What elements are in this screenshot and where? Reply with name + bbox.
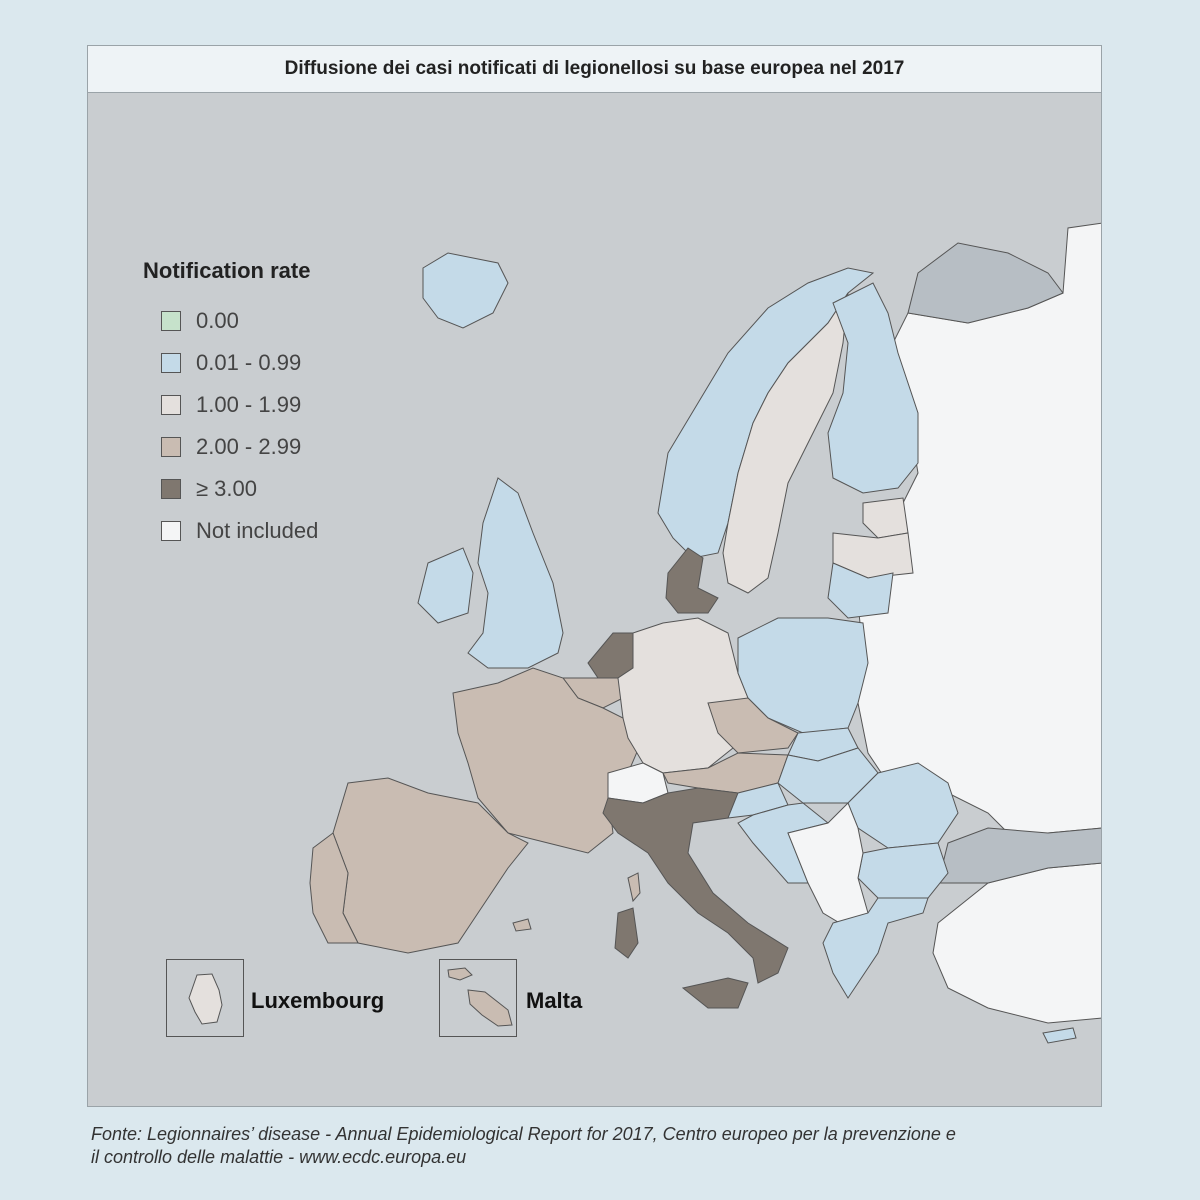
- sicily: [681, 977, 749, 1009]
- legend-swatch: [161, 353, 181, 373]
- legend-swatch: [161, 311, 181, 331]
- legend-label: 1.00 - 1.99: [196, 392, 302, 417]
- united-kingdom: [467, 477, 564, 669]
- source-line-2: il controllo delle malattie - www.ecdc.e…: [91, 1147, 467, 1167]
- legend-swatch: [161, 437, 181, 457]
- legend-item: Not included: [143, 510, 318, 552]
- malta-shape: [467, 989, 513, 1027]
- denmark: [665, 547, 719, 614]
- legend-label: Not included: [196, 518, 319, 543]
- malta-label: Malta: [526, 988, 583, 1013]
- lithuania: [827, 562, 894, 619]
- legend-swatch: [161, 479, 181, 499]
- malta-inset: [439, 959, 517, 1037]
- portugal: [309, 832, 359, 944]
- poland: [737, 617, 869, 734]
- legend-label: 0.00: [196, 308, 239, 333]
- bulgaria: [857, 842, 949, 899]
- legend-label: 0.01 - 0.99: [196, 350, 302, 375]
- legend-item: ≥ 3.00: [143, 468, 318, 510]
- legend-title: Notification rate: [143, 258, 311, 283]
- black-sea-region: [937, 827, 1101, 884]
- greece: [822, 897, 929, 999]
- legend-item: 0.00: [143, 300, 318, 342]
- cyprus: [1042, 1027, 1077, 1044]
- source-note: Fonte: Legionnaires’ disease - Annual Ep…: [91, 1123, 1121, 1169]
- netherlands: [587, 632, 634, 679]
- luxembourg-shape: [188, 973, 223, 1025]
- finland: [827, 282, 919, 494]
- romania: [847, 762, 959, 849]
- corsica: [627, 872, 641, 903]
- legend-swatch: [161, 395, 181, 415]
- legend-swatch: [161, 521, 181, 541]
- balearic-islands: [512, 918, 532, 932]
- italy: [602, 787, 789, 984]
- turkey-land: [932, 862, 1101, 1024]
- germany: [617, 617, 749, 774]
- russia-north: [907, 242, 1064, 324]
- legend-item: 0.01 - 0.99: [143, 342, 318, 384]
- source-line-1: Fonte: Legionnaires’ disease - Annual Ep…: [91, 1124, 956, 1144]
- europe-map: [309, 222, 1101, 1044]
- sweden: [722, 292, 849, 594]
- czechia: [707, 697, 799, 754]
- estonia: [862, 497, 909, 539]
- western-balkans: [787, 802, 869, 929]
- legend-label: ≥ 3.00: [196, 476, 258, 501]
- map-frame: Diffusione dei casi notificati di legion…: [87, 45, 1102, 1107]
- ireland: [417, 547, 474, 624]
- legend: Notification rate 0.00 0.01 - 0.99 1.00 …: [143, 258, 318, 552]
- legend-item: 2.00 - 2.99: [143, 426, 318, 468]
- iceland: [422, 252, 509, 329]
- sardinia: [614, 907, 639, 959]
- luxembourg-inset: [166, 959, 244, 1037]
- luxembourg-label: Luxembourg: [251, 988, 385, 1013]
- legend-item: 1.00 - 1.99: [143, 384, 318, 426]
- legend-label: 2.00 - 2.99: [196, 434, 302, 459]
- gozo-shape: [447, 967, 473, 981]
- hungary: [777, 747, 879, 804]
- map-title: Diffusione dei casi notificati di legion…: [88, 46, 1101, 93]
